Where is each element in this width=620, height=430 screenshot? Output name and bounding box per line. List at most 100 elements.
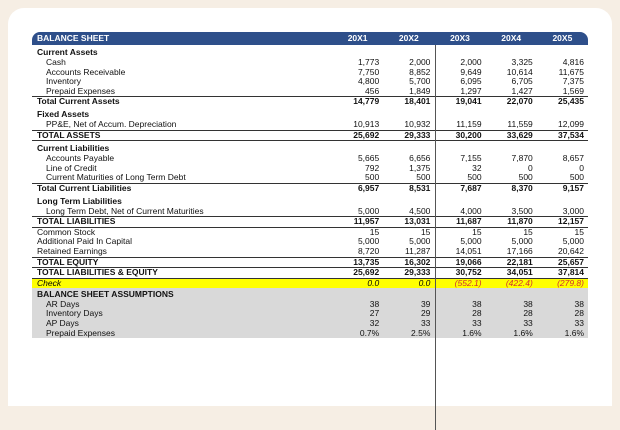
value-cell: 16,302	[383, 256, 435, 268]
row-label: Total Current Assets	[32, 96, 333, 107]
value-cell: 33	[383, 319, 435, 329]
value-cell: 6,656	[409, 154, 431, 164]
table-row: Line of Credit 792 1,375 32 0 0	[32, 164, 588, 174]
value-cell: 4,800	[357, 77, 380, 87]
value-cell: 5,700	[409, 77, 431, 87]
value-cell: 13,031	[383, 216, 435, 228]
value-cell: 3,000	[562, 206, 584, 216]
value-cell: 12,099	[558, 119, 584, 129]
value-cell: 5,000	[562, 237, 584, 247]
value-cell: 18,401	[383, 96, 435, 107]
assumption-row: BALANCE SHEET ASSUMPTIONS	[32, 288, 588, 300]
value-cell: 32	[472, 163, 482, 173]
section-header-row: Current Liabilities	[32, 141, 588, 155]
value-cell: 5,665	[357, 154, 380, 164]
assumption-row: AR Days 38 39 38 38 38	[32, 299, 588, 310]
value-cell: 7,155	[460, 154, 482, 164]
value-cell: 9,157	[536, 182, 588, 194]
value-cell: 22,070	[485, 96, 537, 107]
table-row: Inventory 4,800 5,700 6,095 6,705 7,375	[32, 77, 588, 87]
value-cell: 32	[332, 319, 384, 329]
value-cell: 11,675	[558, 67, 584, 77]
value-cell: 500	[569, 173, 584, 183]
value-cell: 29,333	[383, 129, 435, 142]
row-label: Total Current Liabilities	[32, 182, 333, 194]
section-header-row: Long Term Liabilities	[32, 194, 588, 207]
value-cell: 29,333	[383, 267, 435, 279]
value-cell: 28	[536, 309, 588, 320]
value-cell: 7,870	[511, 154, 533, 164]
value-cell: 11,957	[332, 216, 384, 228]
row-label: TOTAL EQUITY	[32, 256, 333, 268]
value-cell: 8,657	[562, 154, 584, 164]
year-header: 20X4	[485, 32, 537, 45]
table-row: Accounts Receivable 7,750 8,852 9,649 10,614…	[32, 68, 588, 78]
value-cell: 0	[579, 163, 584, 173]
value-cell: 12,157	[536, 216, 588, 228]
table-row: TOTAL LIABILITIES 11,957 13,031 11,687 11,87…	[32, 216, 588, 228]
table-row: Check 0.0 0.0 (552.1) (422.4) (279.8)	[32, 278, 588, 289]
value-cell: 10,932	[404, 119, 431, 129]
table-row: Total Current Liabilities 6,957 8,531 7,687…	[32, 182, 588, 194]
value-cell: 2,000	[460, 58, 482, 67]
value-cell: 1,773	[357, 58, 380, 67]
value-cell: 20,642	[558, 246, 584, 256]
row-label: Retained Earnings	[37, 246, 107, 256]
value-cell: 10,614	[506, 67, 533, 77]
value-cell: 500	[365, 173, 380, 183]
row-label: Long Term Liabilities	[37, 195, 122, 206]
value-cell: 1,569	[562, 86, 584, 96]
value-cell: 37,534	[536, 129, 588, 142]
value-cell: 33,629	[485, 129, 537, 142]
value-cell: 25,692	[332, 129, 384, 142]
value-cell: 4,000	[460, 206, 482, 216]
value-cell: 19,041	[434, 96, 486, 107]
value-cell: 1,297	[460, 86, 482, 96]
row-label: TOTAL LIABILITIES & EQUITY	[32, 267, 333, 279]
row-label: Check	[32, 278, 333, 289]
content-card	[8, 8, 612, 406]
table-row: TOTAL ASSETS 25,692 29,333 30,200 33,629 37,5…	[32, 129, 588, 142]
value-cell: 5,000	[357, 237, 380, 247]
value-cell: 15	[369, 227, 380, 237]
value-cell: 13,735	[332, 256, 384, 268]
row-label: Accounts Receivable	[46, 67, 126, 77]
value-cell: 30,752	[434, 267, 486, 279]
value-cell: 8,531	[383, 182, 435, 194]
value-cell: 27	[332, 309, 384, 320]
table-row: Current Maturities of Long Term Debt 500 5…	[32, 173, 588, 183]
value-cell: 29	[383, 309, 435, 320]
value-cell: 15	[420, 227, 431, 237]
row-label: Long Term Debt, Net of Current Maturitie…	[46, 206, 204, 216]
value-cell: 0	[528, 163, 533, 173]
value-cell: 1.6%	[434, 328, 486, 339]
value-cell: 10,913	[353, 119, 380, 129]
value-cell: 39	[383, 299, 435, 310]
header-row: BALANCE SHEET 20X1 20X2 20X3 20X4 20X5	[32, 32, 588, 45]
value-cell: 792	[365, 163, 380, 173]
value-cell: 19,066	[434, 256, 486, 268]
value-cell: 0.0	[383, 278, 435, 289]
value-cell: 11,159	[456, 119, 482, 129]
value-cell: 2.5%	[383, 328, 435, 339]
value-cell: 28	[485, 309, 537, 320]
table-row: Total Current Assets 14,779 18,401 19,041 22…	[32, 96, 588, 107]
value-cell: 2,000	[409, 58, 431, 67]
row-label: Accounts Payable	[46, 154, 115, 164]
row-label: PP&E, Net of Accum. Depreciation	[46, 119, 177, 129]
row-label: Prepaid Expenses	[46, 86, 115, 96]
value-cell: 5,000	[357, 206, 380, 216]
value-cell: 25,435	[536, 96, 588, 107]
assumption-row: Prepaid Expenses 0.7% 2.5% 1.6% 1.6% 1.6%	[32, 328, 588, 339]
table-row: Cash 1,773 2,000 2,000 3,325 4,816	[32, 58, 588, 68]
value-cell: 0.7%	[332, 328, 384, 339]
balance-sheet-table: BALANCE SHEET 20X1 20X2 20X3 20X4 20X5 C…	[32, 32, 588, 339]
value-cell: 4,816	[562, 58, 584, 67]
value-cell: 500	[416, 173, 431, 183]
row-label: TOTAL LIABILITIES	[32, 216, 333, 228]
value-cell: 4,500	[409, 206, 431, 216]
value-cell: 500	[467, 173, 482, 183]
row-label: Line of Credit	[46, 163, 97, 173]
row-label: Current Assets	[37, 47, 98, 58]
table-row: TOTAL LIABILITIES & EQUITY 25,692 29,333 30…	[32, 267, 588, 279]
